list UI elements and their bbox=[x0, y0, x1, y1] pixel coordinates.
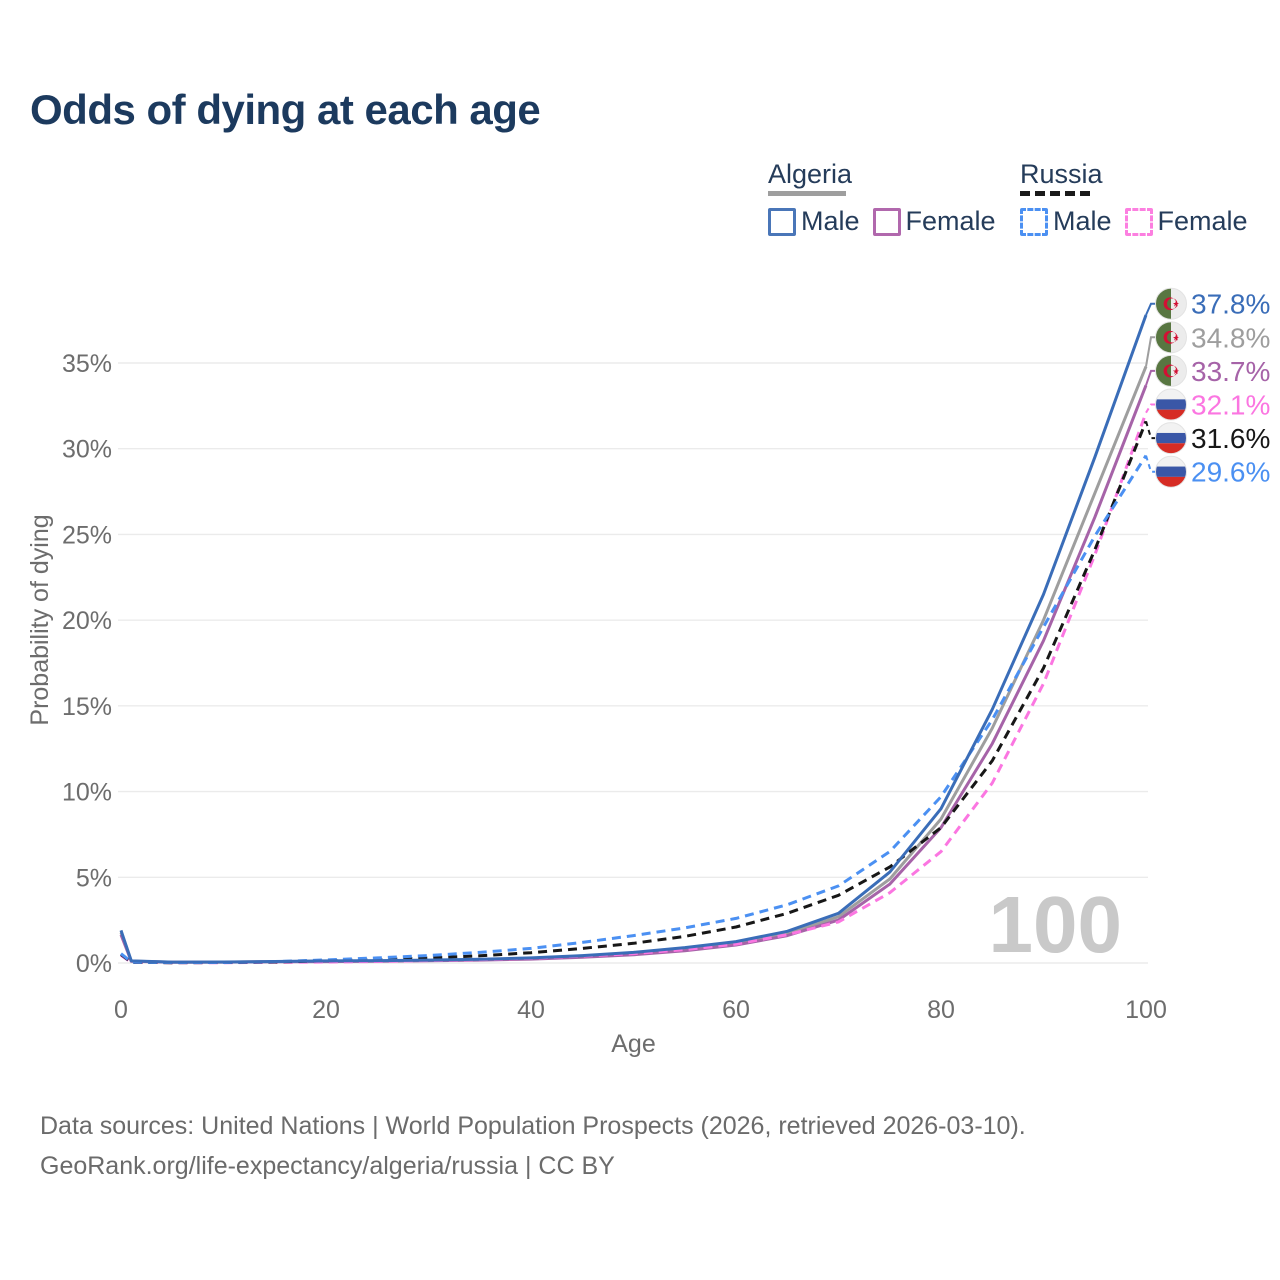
flag-icon-algeria: ★ bbox=[1155, 288, 1187, 320]
y-tick-label: 5% bbox=[76, 864, 112, 892]
flag-ring bbox=[1155, 287, 1187, 320]
footer: Data sources: United Nations | World Pop… bbox=[40, 1106, 1026, 1186]
checkbox-icon[interactable] bbox=[1020, 207, 1048, 236]
solid-line-swatch bbox=[768, 191, 846, 196]
end-label-connector bbox=[1145, 403, 1156, 414]
end-value-label-russia-male: 29.6% bbox=[1191, 457, 1270, 488]
flag-icon-algeria: ★ bbox=[1155, 321, 1187, 353]
x-tick-label: 0 bbox=[114, 996, 128, 1024]
end-value-label-russia-both-sexes: 31.6% bbox=[1191, 423, 1270, 454]
x-axis-title: Age bbox=[611, 1030, 655, 1058]
series-line-algeria-both-sexes bbox=[119, 365, 1148, 964]
footer-attribution: GeoRank.org/life-expectancy/algeria/russ… bbox=[40, 1152, 615, 1180]
end-label-connector bbox=[1145, 421, 1156, 440]
flag-icon-algeria: ★ bbox=[1155, 355, 1187, 387]
y-tick-label: 25% bbox=[62, 521, 112, 549]
flag-ring bbox=[1155, 422, 1187, 455]
flag-ring bbox=[1155, 455, 1187, 488]
page-title: Odds of dying at each age bbox=[30, 86, 541, 133]
legend-group-russia: Russia Male Female bbox=[1020, 160, 1248, 237]
legend-toggle-russia-male[interactable]: Male bbox=[1020, 206, 1112, 237]
end-label-connector bbox=[1145, 336, 1156, 367]
legend-items-russia: Male Female bbox=[1020, 206, 1248, 237]
y-tick-label: 15% bbox=[62, 693, 112, 721]
legend-item-label: Male bbox=[801, 206, 860, 236]
legend-country-label: Russia bbox=[1020, 159, 1103, 189]
legend-country-algeria: Algeria bbox=[768, 160, 996, 196]
legend-group-algeria: Algeria Male Female bbox=[768, 160, 996, 237]
x-tick-label: 20 bbox=[312, 996, 340, 1024]
flag-ring bbox=[1155, 388, 1187, 421]
series-line-russia-female bbox=[120, 412, 1148, 965]
y-tick-label: 20% bbox=[62, 607, 112, 635]
checkbox-icon[interactable] bbox=[872, 207, 901, 236]
x-tick-label: 100 bbox=[1125, 996, 1167, 1024]
flag-ring bbox=[1155, 354, 1187, 387]
end-value-label-algeria-male: 37.8% bbox=[1191, 289, 1270, 320]
age-watermark: 100 bbox=[989, 880, 1122, 969]
legend-item-label: Female bbox=[905, 206, 996, 236]
legend-country-label: Algeria bbox=[768, 159, 853, 189]
svg-text:★: ★ bbox=[1172, 300, 1179, 309]
y-tick-label: 10% bbox=[62, 779, 112, 807]
series-line-russia-both-sexes bbox=[120, 420, 1148, 965]
x-tick-label: 40 bbox=[517, 996, 545, 1024]
flag-ring bbox=[1155, 321, 1187, 354]
end-value-label-algeria-both-sexes: 34.8% bbox=[1191, 322, 1270, 353]
legend-toggle-russia-female[interactable]: Female bbox=[1124, 206, 1248, 237]
checkbox-icon[interactable] bbox=[1124, 207, 1153, 236]
end-value-label-russia-female: 32.1% bbox=[1191, 390, 1270, 421]
series-line-algeria-male bbox=[119, 314, 1148, 964]
end-label-connector bbox=[1145, 369, 1156, 386]
flag-icon-russia bbox=[1155, 456, 1187, 488]
series-line-algeria-female bbox=[119, 384, 1148, 964]
checkbox-icon[interactable] bbox=[768, 207, 796, 236]
svg-text:★: ★ bbox=[1172, 333, 1179, 342]
legend-toggle-algeria-male[interactable]: Male bbox=[768, 206, 860, 237]
legend-items-algeria: Male Female bbox=[768, 206, 996, 237]
x-tick-label: 80 bbox=[927, 996, 955, 1024]
end-label-connector bbox=[1145, 302, 1156, 316]
end-label-connector bbox=[1145, 455, 1156, 473]
y-tick-label: 0% bbox=[76, 950, 112, 978]
chart-legend: Algeria Male Female Russia bbox=[0, 160, 1280, 240]
y-tick-label: 30% bbox=[62, 436, 112, 464]
legend-item-label: Female bbox=[1157, 206, 1248, 236]
y-axis-title: Probability of dying bbox=[26, 514, 54, 725]
legend-country-russia: Russia bbox=[1020, 160, 1248, 196]
footer-sources: Data sources: United Nations | World Pop… bbox=[40, 1112, 1026, 1140]
flag-icon-russia bbox=[1155, 389, 1187, 421]
legend-toggle-algeria-female[interactable]: Female bbox=[872, 206, 996, 237]
svg-text:★: ★ bbox=[1172, 367, 1179, 376]
y-tick-label: 35% bbox=[62, 350, 112, 378]
end-value-label-algeria-female: 33.7% bbox=[1191, 356, 1270, 387]
flag-icon-russia bbox=[1155, 422, 1187, 454]
x-tick-label: 60 bbox=[722, 996, 750, 1024]
legend-item-label: Male bbox=[1053, 206, 1112, 236]
dashed-line-swatch bbox=[1020, 191, 1090, 196]
